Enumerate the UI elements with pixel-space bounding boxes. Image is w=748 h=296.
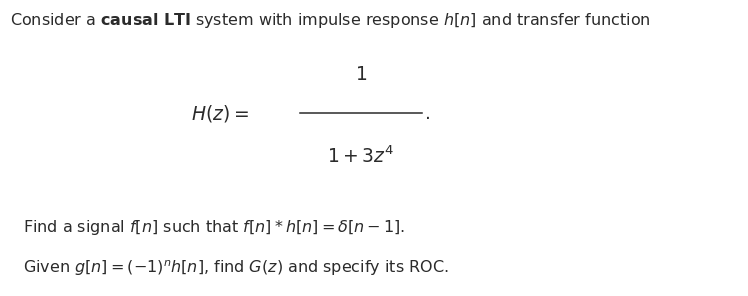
Text: $1$: $1$ <box>355 65 367 84</box>
Text: Consider a $\mathbf{causal}$ $\mathbf{LTI}$ system with impulse response $h[n]$ : Consider a $\mathbf{causal}$ $\mathbf{LT… <box>10 12 650 30</box>
Text: $1 + 3z^{4}$: $1 + 3z^{4}$ <box>328 145 394 167</box>
Text: .: . <box>425 104 431 123</box>
Text: Given $g[n] = (-1)^{n} h[n]$, find $G(z)$ and specify its ROC.: Given $g[n] = (-1)^{n} h[n]$, find $G(z)… <box>23 258 449 278</box>
Text: $H(z) =$: $H(z) =$ <box>191 103 249 124</box>
Text: Find a signal $f[n]$ such that $f[n] * h[n] = \delta[n - 1]$.: Find a signal $f[n]$ such that $f[n] * h… <box>23 218 405 237</box>
